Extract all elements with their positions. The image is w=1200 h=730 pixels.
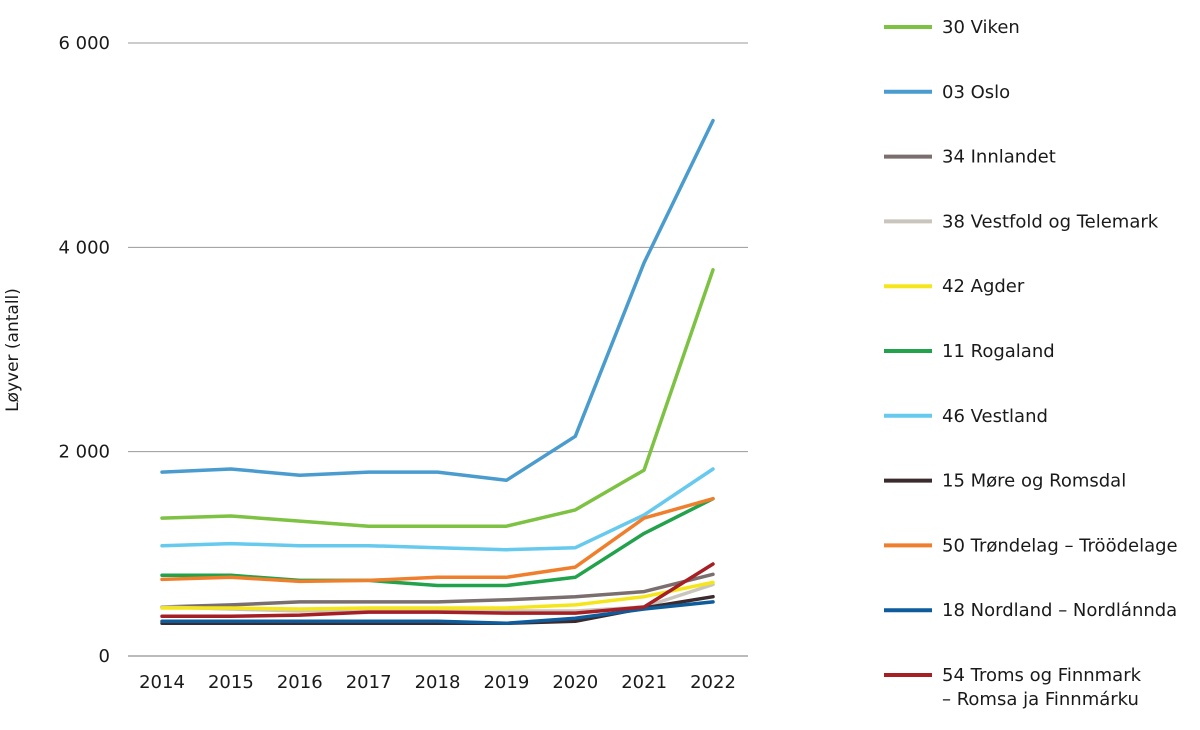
- x-tick-label: 2014: [139, 672, 185, 693]
- legend-label: 11 Rogaland: [942, 341, 1055, 362]
- series-line-9: [160, 600, 715, 626]
- legend-label: 42 Agder: [942, 276, 1025, 297]
- x-tick-label: 2015: [208, 672, 254, 693]
- x-tick-label: 2016: [277, 672, 323, 693]
- legend-label: 30 Viken: [942, 17, 1020, 38]
- series-line-0: [160, 268, 715, 528]
- legend-item: 18 Nordland – Nordlánnda: [884, 600, 1177, 621]
- x-axis-ticks: 2014 2015 2016 2017 2018 2019 2020 2021 2022: [139, 672, 736, 693]
- y-tick-label: 4 000: [58, 237, 110, 258]
- series-line-10: [160, 562, 715, 618]
- legend-label: 15 Møre og Romsdal: [942, 471, 1126, 492]
- legend-item: 38 Vestfold og Telemark: [884, 211, 1159, 232]
- legend-item: 03 Oslo: [884, 82, 1010, 103]
- y-tick-label: 2 000: [58, 442, 110, 463]
- y-tick-label: 0: [99, 646, 110, 667]
- x-tick-label: 2020: [552, 672, 598, 693]
- y-tick-label: 6 000: [58, 33, 110, 54]
- legend-label: 18 Nordland – Nordlánnda: [942, 600, 1177, 621]
- series-lines: [160, 118, 715, 626]
- y-axis-ticks: 0 2 000 4 000 6 000: [58, 33, 110, 667]
- legend-label: 38 Vestfold og Telemark: [942, 211, 1159, 232]
- legend-label: 34 Innlandet: [942, 147, 1056, 168]
- x-tick-label: 2017: [346, 672, 392, 693]
- legend-label: 54 Troms og Finnmark: [942, 665, 1142, 686]
- series-line-6: [160, 467, 715, 552]
- series-line-8: [160, 496, 715, 584]
- series-line-1: [160, 118, 715, 483]
- legend-item: 42 Agder: [884, 276, 1025, 297]
- series-line-5: [160, 496, 715, 588]
- legend-label: 46 Vestland: [942, 406, 1048, 427]
- x-tick-label: 2022: [690, 672, 736, 693]
- legend-item: 50 Trøndelag – Tröödelage: [884, 535, 1178, 556]
- gridlines: [128, 42, 748, 657]
- series-line-4: [160, 580, 715, 611]
- legend-label: 03 Oslo: [942, 82, 1010, 103]
- series-line-2: [160, 572, 715, 609]
- legend-item: 30 Viken: [884, 17, 1020, 38]
- legend-label: 50 Trøndelag – Tröödelage: [942, 535, 1178, 556]
- legend: 30 Viken 03 Oslo 34 Innlandet 38 Vestfold o…: [884, 17, 1178, 710]
- legend-item: 15 Møre og Romsdal: [884, 471, 1126, 492]
- legend-label: – Romsa ja Finnmárku: [942, 689, 1139, 710]
- x-tick-label: 2019: [483, 672, 529, 693]
- y-axis-title: Løyver (antall): [3, 288, 23, 412]
- legend-item: 11 Rogaland: [884, 341, 1055, 362]
- legend-item: 54 Troms og Finnmark – Romsa ja Finnmárku: [884, 665, 1142, 710]
- x-tick-label: 2018: [415, 672, 461, 693]
- legend-item: 46 Vestland: [884, 406, 1048, 427]
- x-tick-label: 2021: [621, 672, 667, 693]
- legend-item: 34 Innlandet: [884, 147, 1056, 168]
